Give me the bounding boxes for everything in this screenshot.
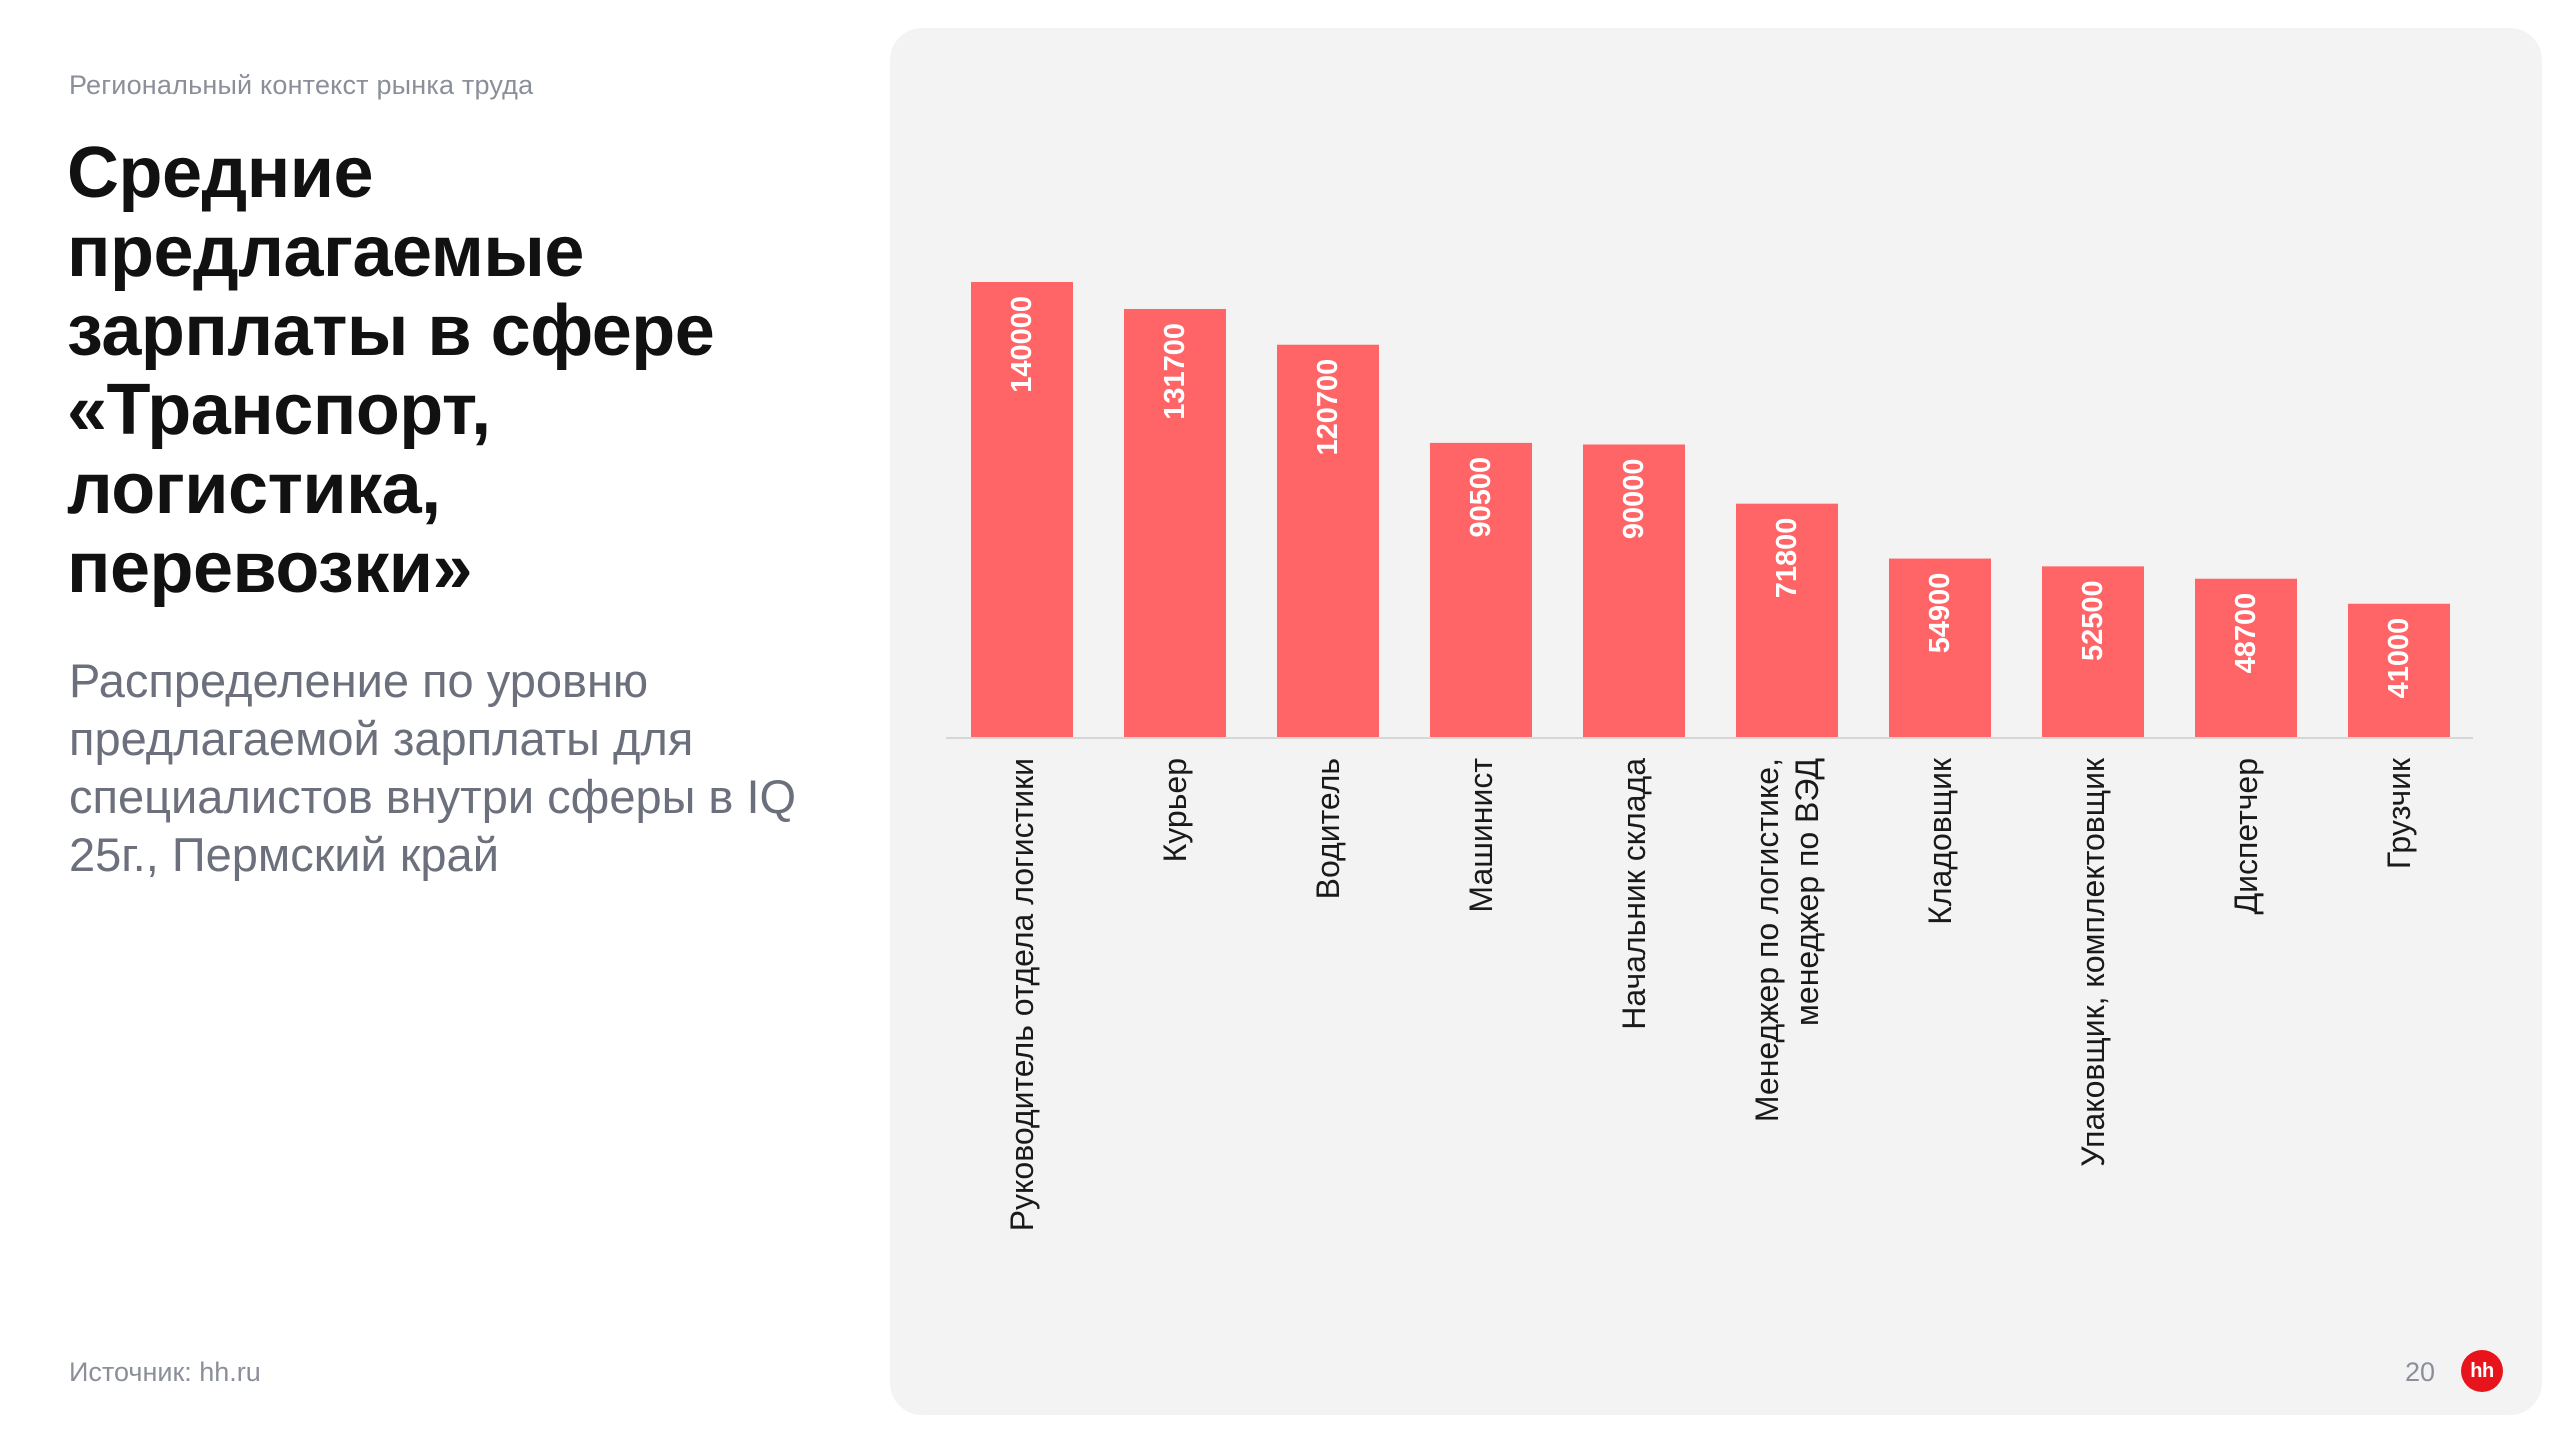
category-label: Менеджер по логистике, менеджер по ВЭД bbox=[1749, 758, 1825, 1122]
category-label: Грузчик bbox=[2381, 757, 2417, 869]
source-note: Источник: hh.ru bbox=[69, 1357, 261, 1387]
title-line: зарплаты в сфере bbox=[67, 291, 715, 371]
bar-value-label: 52500 bbox=[2077, 580, 2109, 661]
bar bbox=[1277, 344, 1379, 737]
value-labels-layer: 140000 131700 120700 90500 90000 71800 54900 52… bbox=[1006, 296, 2415, 698]
bar-value-label: 41000 bbox=[2383, 618, 2415, 699]
bar-value-label: 120700 bbox=[1312, 359, 1344, 456]
bar-value-label: 54900 bbox=[1924, 573, 1956, 654]
bar-value-label: 48700 bbox=[2230, 593, 2262, 674]
category-label-line: менеджер по ВЭД bbox=[1789, 758, 1825, 1026]
category-label-line: Начальник склада bbox=[1616, 758, 1652, 1030]
category-label-line: Диспетчер bbox=[2228, 758, 2264, 915]
category-label-line: Руководитель отдела логистики bbox=[1004, 758, 1040, 1231]
category-label: Машинист bbox=[1463, 758, 1499, 913]
bar bbox=[1124, 308, 1226, 737]
page-subtitle: Распределение по уровню предлагаемой зар… bbox=[69, 654, 797, 881]
category-label: Руководитель отдела логистики bbox=[1004, 758, 1040, 1231]
category-label-line: Грузчик bbox=[2381, 757, 2417, 869]
category-label-line: Менеджер по логистике, bbox=[1749, 758, 1785, 1122]
bar-value-label: 90000 bbox=[1618, 459, 1650, 540]
category-label-line: Кладовщик bbox=[1922, 757, 1958, 925]
bar bbox=[2348, 603, 2450, 737]
page-number: 20 bbox=[2405, 1357, 2436, 1387]
bar-value-label: 71800 bbox=[1771, 518, 1803, 599]
category-label-line: Водитель bbox=[1310, 758, 1346, 899]
category-label: Водитель bbox=[1310, 758, 1346, 899]
category-label: Упаковщик, комплектовщик bbox=[2075, 757, 2111, 1167]
bar bbox=[1430, 442, 1532, 737]
bar bbox=[1736, 503, 1838, 737]
page-title: Средние предлагаемые зарплаты в сфере «Т… bbox=[67, 134, 887, 608]
category-label: Диспетчер bbox=[2228, 758, 2264, 915]
bars-layer bbox=[971, 282, 2450, 737]
bar-value-label: 140000 bbox=[1006, 296, 1038, 393]
title-line: перевозки» bbox=[67, 528, 473, 608]
hh-logo-icon: hh bbox=[2461, 1350, 2503, 1392]
title-line: предлагаемые bbox=[67, 212, 584, 292]
bar bbox=[2042, 566, 2144, 737]
bar-value-label: 131700 bbox=[1159, 323, 1191, 420]
bar bbox=[971, 282, 1073, 737]
title-line: Средние bbox=[67, 133, 374, 213]
category-label-line: Машинист bbox=[1463, 758, 1499, 913]
bar bbox=[2195, 578, 2297, 737]
category-label: Курьер bbox=[1157, 758, 1193, 862]
category-label-line: Курьер bbox=[1157, 758, 1193, 862]
category-label-line: Упаковщик, комплектовщик bbox=[2075, 757, 2111, 1167]
category-label: Начальник склада bbox=[1616, 758, 1652, 1030]
chart-panel: 140000 131700 120700 90500 90000 71800 54900 52… bbox=[890, 28, 2542, 1415]
title-line: логистика, bbox=[67, 449, 441, 529]
category-labels-layer: Руководитель отдела логистики Курьер Водит… bbox=[1004, 757, 2417, 1231]
section-context-label: Региональный контекст рынка труда bbox=[69, 70, 534, 100]
bar bbox=[1583, 444, 1685, 737]
bar-chart: 140000 131700 120700 90500 90000 71800 54900 52… bbox=[946, 282, 2473, 1231]
bar-value-label: 90500 bbox=[1465, 457, 1497, 538]
bar bbox=[1889, 558, 1991, 737]
title-line: «Транспорт, bbox=[67, 370, 491, 450]
category-label: Кладовщик bbox=[1922, 757, 1958, 925]
